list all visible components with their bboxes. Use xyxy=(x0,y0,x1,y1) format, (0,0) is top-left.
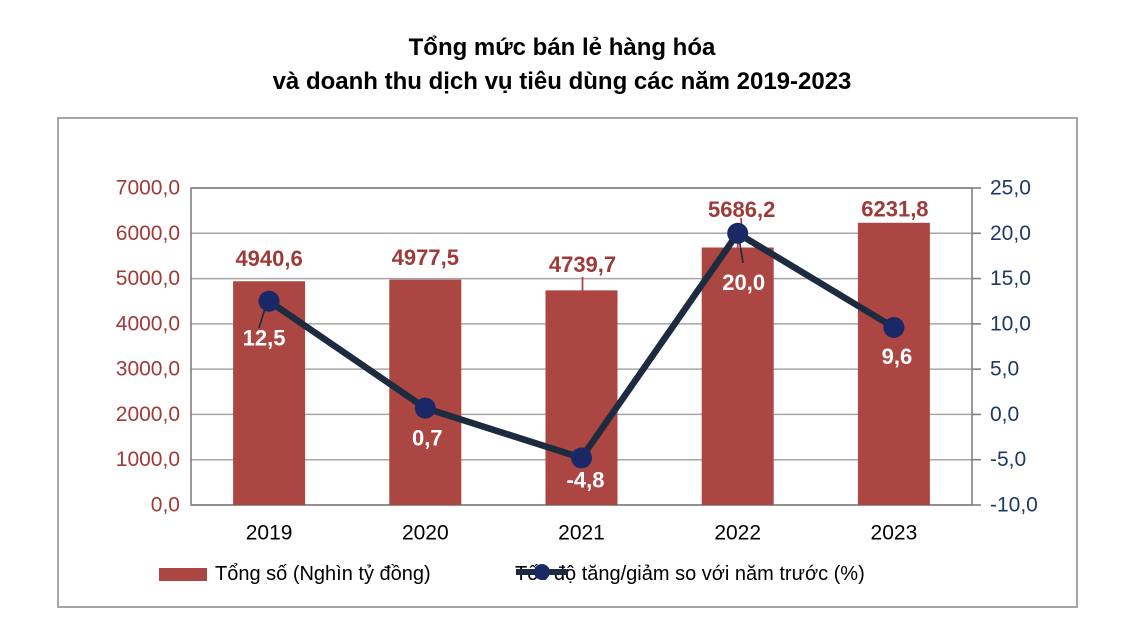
bar-value-label-2023: 6231,8 xyxy=(861,196,928,221)
line-value-label-2023: 9,6 xyxy=(882,344,913,369)
left-axis-label-2: 5000,0 xyxy=(116,267,180,290)
right-axis-label-5: 0,0 xyxy=(990,403,1019,426)
right-axis-label-6: -5,0 xyxy=(990,448,1026,471)
x-axis-label-2021: 2021 xyxy=(558,522,605,545)
bar-value-label-2020: 4977,5 xyxy=(392,245,459,270)
bar-value-label-2021: 4739,7 xyxy=(549,252,616,277)
left-axis-label-6: 1000,0 xyxy=(116,448,180,471)
left-axis-label-3: 4000,0 xyxy=(116,312,180,335)
right-axis-label-4: 5,0 xyxy=(990,358,1019,381)
bar-value-label-2022: 5686,2 xyxy=(708,197,775,222)
x-axis-label-2022: 2022 xyxy=(714,522,761,545)
left-axis-label-5: 2000,0 xyxy=(116,403,180,426)
legend-label-bars: Tổng số (Nghìn tỷ đồng) xyxy=(215,563,431,585)
chart-title: Tổng mức bán lẻ hàng hóa và doanh thu dị… xyxy=(0,31,1124,99)
x-axis-label-2023: 2023 xyxy=(871,522,918,545)
left-axis-label-7: 0,0 xyxy=(151,494,180,517)
combo-chart: 7000,0 25,0 6000,0 20,0 5000,0 15,0 4000,0 10,0… xyxy=(116,177,1038,545)
bar-2021 xyxy=(545,290,618,505)
chart-title-line2: và doanh thu dịch vụ tiêu dùng các năm 2… xyxy=(272,68,852,95)
line-marker-2022 xyxy=(727,222,749,244)
line-marker-2019 xyxy=(258,290,280,312)
line-marker-2023 xyxy=(883,316,905,338)
legend-item-bars: Tổng số (Nghìn tỷ đồng) xyxy=(159,563,431,586)
bar-value-label-2019: 4940,6 xyxy=(235,246,302,271)
x-axis-label-2019: 2019 xyxy=(246,522,293,545)
left-axis-label-1: 6000,0 xyxy=(116,222,180,245)
legend-label-line: Tốc độ tăng/giảm so với năm trước (%) xyxy=(515,563,865,585)
right-axis-label-1: 20,0 xyxy=(990,222,1031,245)
chart-frame: 7000,0 25,0 6000,0 20,0 5000,0 15,0 4000,0 10,0… xyxy=(57,117,1078,608)
line-marker-2020 xyxy=(414,397,436,419)
right-axis-label-2: 15,0 xyxy=(990,267,1031,290)
bar-series-swatch xyxy=(159,568,207,581)
legend-item-line: Tốc độ tăng/giảm so với năm trước (%) xyxy=(515,563,865,586)
bar-2023 xyxy=(857,222,930,505)
bar-2022 xyxy=(701,247,774,505)
right-axis-label-3: 10,0 xyxy=(990,312,1031,335)
x-axis-label-2020: 2020 xyxy=(402,522,449,545)
chart-title-line1: Tổng mức bán lẻ hàng hóa xyxy=(408,34,716,61)
left-axis-label-4: 3000,0 xyxy=(116,358,180,381)
left-axis-label-0: 7000,0 xyxy=(116,177,180,200)
right-axis-label-0: 25,0 xyxy=(990,177,1031,200)
right-axis-label-7: -10,0 xyxy=(990,494,1038,517)
line-value-label-2020: 0,7 xyxy=(412,426,443,451)
line-marker-2021 xyxy=(571,447,592,469)
line-series-swatch xyxy=(516,564,568,580)
line-value-label-2022: 20,0 xyxy=(722,270,765,295)
line-value-label-2021: -4,8 xyxy=(567,467,605,492)
legend-marker-glyph xyxy=(534,564,550,580)
line-value-label-2019: 12,5 xyxy=(243,326,286,351)
